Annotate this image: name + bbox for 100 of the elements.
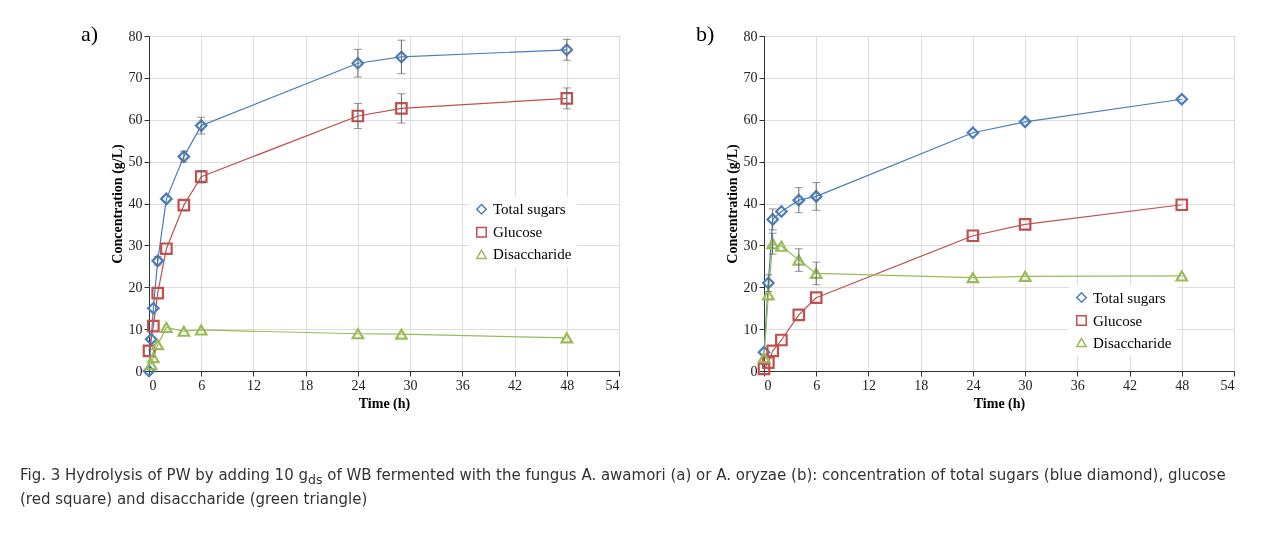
y-tick-label: 30 <box>743 237 758 253</box>
point <box>1018 115 1032 129</box>
x-tick-label: 48 <box>560 377 575 393</box>
y-tick-label: 50 <box>128 154 143 170</box>
point <box>966 271 980 284</box>
y-tick-label: 10 <box>743 321 758 337</box>
y-axis-title: Concentration (g/L) <box>109 143 126 264</box>
legend-label: Total sugars <box>493 201 566 218</box>
point <box>1018 218 1032 231</box>
text: a) <box>81 21 99 46</box>
point <box>177 198 191 212</box>
x-tick-label: 0 <box>764 377 772 393</box>
point <box>966 229 980 243</box>
point <box>775 240 788 252</box>
point <box>395 328 408 340</box>
point <box>1018 270 1032 282</box>
y-tick-label: 0 <box>750 363 758 379</box>
legend-label: Glucose <box>493 224 543 241</box>
x-tick-label: 54 <box>1220 377 1235 393</box>
caption: Fig. 3 Hydrolysis of PW by adding 10 g$_{ds}$ of WB fermented with the fungus A. awamori (a) or A. oryzae (b): concentration of total sugars (blue diamond), glucose (red square) and disaccharide (green triangle) <box>20 465 1227 510</box>
point <box>177 325 191 337</box>
point <box>775 205 788 218</box>
x-axis-title: Time (h) <box>358 395 411 412</box>
x-tick-label: 18 <box>299 377 314 393</box>
y-tick-label: 20 <box>743 279 758 295</box>
point <box>757 362 771 376</box>
point <box>351 109 365 123</box>
point <box>762 356 775 369</box>
point <box>194 119 208 132</box>
y-tick-label: 0 <box>135 363 143 379</box>
y-tick-label: 60 <box>743 112 758 128</box>
x-tick-label: 30 <box>403 377 418 393</box>
x-tick-label: 36 <box>1070 377 1085 393</box>
point <box>775 333 788 347</box>
y-tick-label: 60 <box>128 112 143 128</box>
point <box>144 359 158 371</box>
point <box>395 102 408 115</box>
y-tick-label: 40 <box>128 196 143 211</box>
point <box>147 301 160 315</box>
x-tick-label: 6 <box>813 377 821 393</box>
point <box>766 213 780 226</box>
y-tick-label: 80 <box>743 28 758 44</box>
legend-label: Disaccharide <box>493 246 572 263</box>
y-axis-title: Concentration (g/L) <box>724 143 741 264</box>
point <box>560 92 574 105</box>
point <box>792 193 806 207</box>
x-axis-title: Time (h) <box>973 395 1026 412</box>
x-tick-label: 54 <box>605 377 620 393</box>
point <box>762 276 775 290</box>
point <box>160 242 173 256</box>
text: b) <box>696 21 715 46</box>
point <box>792 254 806 266</box>
x-tick-label: 42 <box>508 377 523 393</box>
point <box>809 190 823 203</box>
point <box>351 56 365 70</box>
x-tick-label: 12 <box>246 377 261 393</box>
point <box>757 351 771 364</box>
y-tick-label: 30 <box>128 237 143 253</box>
y-tick-label: 20 <box>128 279 143 295</box>
y-tick-label: 70 <box>743 70 758 86</box>
point <box>142 364 156 378</box>
point <box>147 351 160 364</box>
point <box>351 328 365 340</box>
point <box>966 126 980 140</box>
point <box>160 321 173 334</box>
point <box>809 267 823 280</box>
x-tick-label: 12 <box>861 377 876 393</box>
x-tick-label: 42 <box>1123 377 1138 393</box>
x-tick-label: 18 <box>914 377 929 393</box>
point <box>766 238 780 250</box>
legend-label: Glucose <box>1093 312 1143 329</box>
legend-label: Total sugars <box>1093 289 1166 306</box>
x-tick-label: 24 <box>351 377 366 393</box>
point <box>792 308 806 322</box>
y-tick-label: 70 <box>128 70 143 86</box>
point <box>395 50 408 64</box>
point <box>762 289 775 301</box>
point <box>809 291 823 305</box>
x-tick-label: 30 <box>1018 377 1033 393</box>
x-tick-label: 0 <box>149 377 157 393</box>
point <box>766 344 780 358</box>
x-tick-label: 24 <box>966 377 981 393</box>
point <box>560 43 574 57</box>
y-tick-label: 80 <box>128 28 143 44</box>
point <box>151 338 165 351</box>
point <box>1175 270 1189 282</box>
point <box>160 192 173 206</box>
y-tick-label: 50 <box>743 154 758 170</box>
x-tick-label: 6 <box>198 377 206 393</box>
point <box>147 319 160 333</box>
legend-label: Disaccharide <box>1093 334 1172 351</box>
point <box>1175 92 1189 106</box>
point <box>144 332 158 346</box>
x-tick-label: 36 <box>455 377 470 393</box>
y-tick-label: 10 <box>128 321 143 337</box>
y-tick-label: 40 <box>743 196 758 211</box>
point <box>142 344 156 358</box>
point <box>151 286 165 300</box>
point <box>560 332 574 344</box>
point <box>194 324 208 336</box>
